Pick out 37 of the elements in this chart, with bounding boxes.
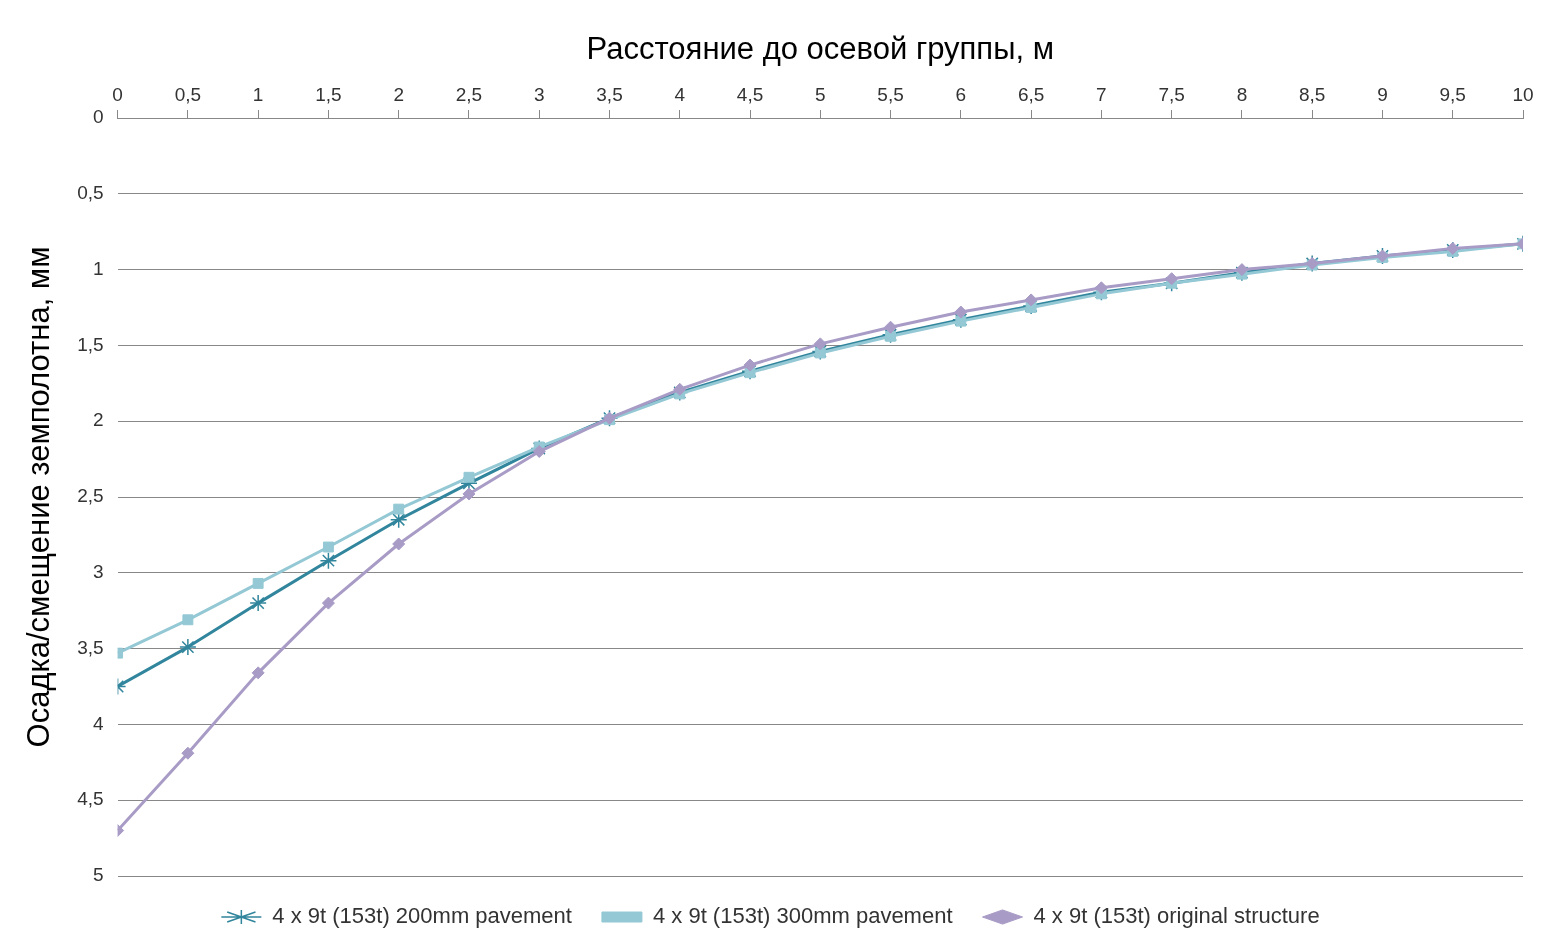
x-tick-label: 6 <box>955 83 967 105</box>
y-tick-label: 4 <box>93 712 105 734</box>
x-tick-label: 4,5 <box>736 83 764 105</box>
x-tick-label: 5,5 <box>877 83 904 105</box>
x-tick-label: 1 <box>252 83 264 105</box>
x-tick-label: 7 <box>1096 83 1107 105</box>
x-axis-title: Расстояние до осевой группы, м <box>586 31 1054 67</box>
x-tick-label: 10 <box>1512 83 1534 105</box>
x-tick-label: 0,5 <box>174 83 202 105</box>
y-tick-label: 4,5 <box>77 788 104 810</box>
x-tick-label: 4 <box>674 83 686 105</box>
y-tick-label: 5 <box>93 864 104 886</box>
x-tick-label: 7,5 <box>1158 83 1185 105</box>
x-tick-label: 0 <box>112 83 123 105</box>
y-tick-label: 1,5 <box>77 333 104 355</box>
x-tick-label: 3 <box>533 83 545 105</box>
x-tick-label: 3,5 <box>596 83 623 105</box>
y-axis-title: Осадка/смещение земполотна, мм <box>21 246 57 748</box>
x-tick-label: 8 <box>1236 83 1248 105</box>
y-tick-label: 1 <box>93 257 104 279</box>
x-tick-label: 2,5 <box>455 83 483 105</box>
x-tick-label: 8,5 <box>1298 83 1326 105</box>
x-tick-label: 9 <box>1377 83 1388 105</box>
x-tick-label: 6,5 <box>1017 83 1045 105</box>
y-tick-label: 2,5 <box>77 485 104 507</box>
legend-label: 4 x 9t (153t) 300mm pavement <box>652 903 953 929</box>
y-tick-label: 2 <box>93 409 104 431</box>
y-tick-label: 3 <box>93 561 104 583</box>
x-tick-label: 5 <box>815 83 826 105</box>
y-tick-label: 3,5 <box>77 636 104 658</box>
x-tick-label: 9,5 <box>1439 83 1466 105</box>
x-tick-label: 1,5 <box>315 83 342 105</box>
y-tick-label: 0 <box>93 106 104 128</box>
legend-label: 4 x 9t (153t) 200mm pavement <box>272 903 572 929</box>
legend-label: 4 x 9t (153t) original structure <box>1033 903 1320 929</box>
y-tick-label: 0,5 <box>77 182 104 204</box>
x-tick-label: 2 <box>393 83 404 105</box>
